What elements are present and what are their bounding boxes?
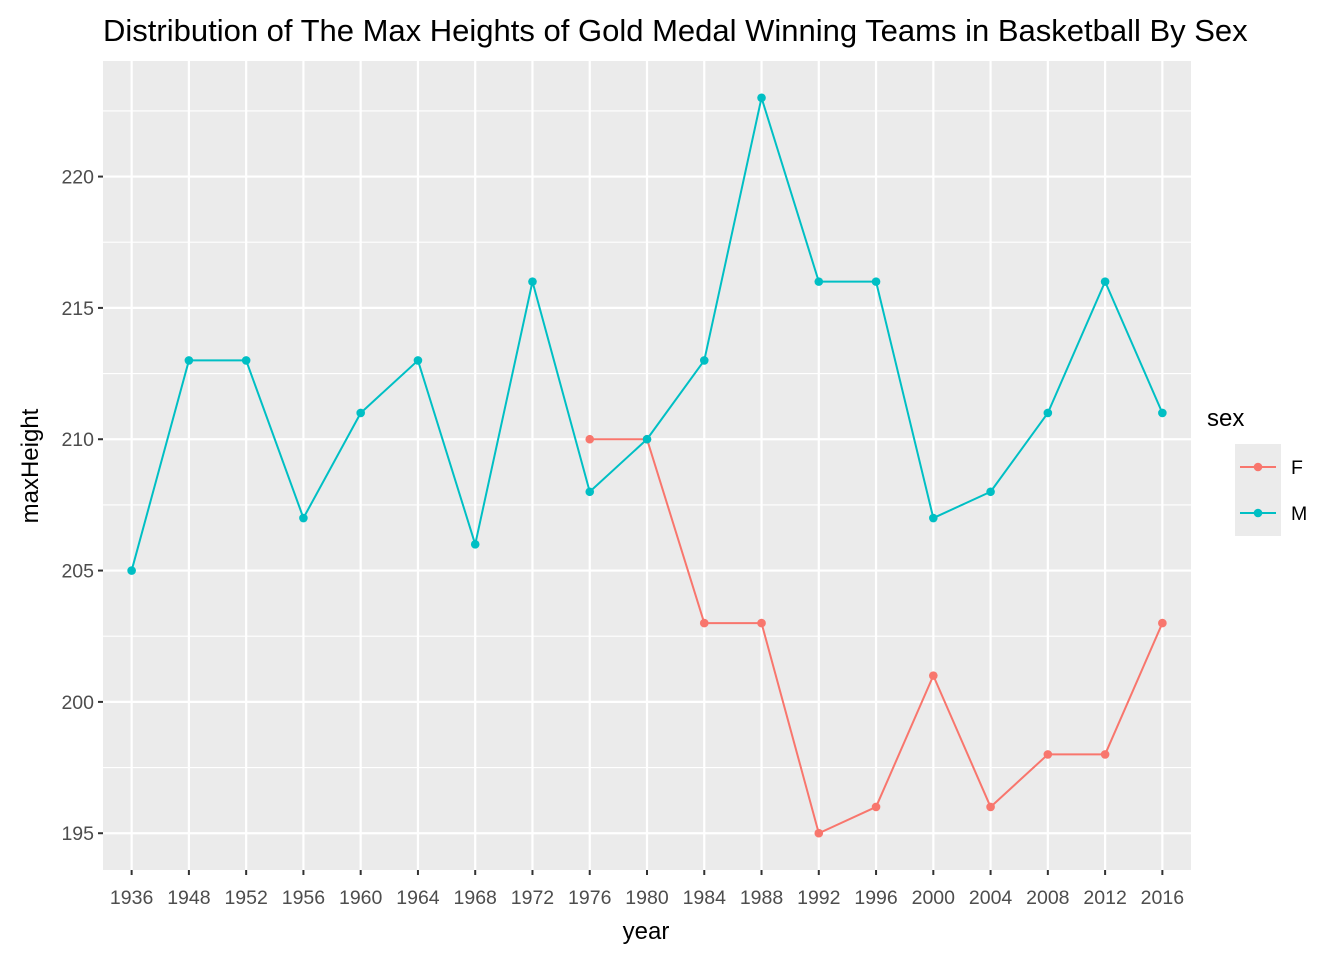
series-layer (127, 93, 1167, 838)
x-tick-label: 1980 (625, 887, 669, 909)
legend-point-f (1253, 462, 1263, 472)
data-point-f (1158, 618, 1167, 628)
legend-label-m: M (1291, 503, 1307, 525)
data-point-f (986, 802, 995, 812)
legend-items: FM (1235, 444, 1307, 536)
data-point-f (757, 618, 766, 628)
data-point-m (356, 408, 365, 418)
y-tick-label: 205 (61, 561, 94, 583)
data-point-m (470, 539, 480, 549)
x-axis: 1936 1948 1952 1956 1960 1964 1968 1972 1976 1980… (110, 870, 1184, 909)
x-tick-label: 1992 (797, 887, 840, 909)
data-point-m (299, 513, 308, 523)
x-tick-label: 1972 (511, 887, 554, 909)
data-point-m (929, 513, 938, 523)
y-tick-label: 195 (61, 823, 94, 845)
data-point-m (241, 356, 251, 365)
legend: sex FM (1207, 405, 1307, 536)
y-tick-label: 200 (61, 692, 94, 714)
x-tick-label: 1936 (110, 887, 153, 909)
y-axis-title: maxHeight (17, 408, 44, 523)
data-point-m (528, 277, 537, 286)
x-tick-label: 1976 (568, 887, 611, 909)
x-tick-label: 1948 (167, 887, 210, 909)
x-tick-label: 1968 (454, 887, 497, 909)
data-point-m (127, 566, 136, 575)
x-tick-label: 1960 (339, 887, 383, 909)
x-tick-label: 1956 (282, 887, 325, 909)
data-point-m (814, 277, 824, 286)
y-axis: 195 200 205 210 215 220 (61, 167, 103, 845)
legend-point-m (1253, 508, 1263, 518)
data-point-f (1043, 750, 1053, 759)
data-point-f (699, 618, 709, 628)
data-point-m (184, 356, 194, 365)
x-tick-label: 1984 (683, 887, 727, 909)
x-tick-label: 2008 (1026, 887, 1069, 909)
data-point-m (757, 93, 766, 103)
data-point-f (1100, 750, 1110, 759)
y-tick-label: 215 (61, 298, 94, 320)
data-point-f (814, 828, 824, 838)
x-tick-label: 2000 (912, 887, 956, 909)
data-point-f (871, 802, 881, 812)
x-tick-label: 1988 (740, 887, 783, 909)
legend-title: sex (1207, 405, 1244, 432)
data-point-m (986, 487, 995, 497)
data-point-m (871, 277, 881, 286)
data-point-m (585, 487, 595, 497)
data-point-f (585, 434, 595, 444)
x-tick-label: 2004 (969, 887, 1013, 909)
y-tick-label: 220 (61, 167, 94, 189)
x-tick-label: 1964 (396, 887, 440, 909)
data-point-m (413, 356, 423, 365)
x-tick-label: 1996 (854, 887, 897, 909)
chart-title: Distribution of The Max Heights of Gold … (103, 13, 1248, 48)
data-point-m (642, 434, 652, 444)
data-point-m (1158, 408, 1167, 418)
data-point-f (929, 671, 938, 680)
data-point-m (1043, 408, 1053, 418)
data-point-m (699, 356, 709, 365)
x-axis-title: year (623, 918, 670, 945)
y-tick-label: 210 (61, 429, 94, 451)
x-tick-label: 1952 (224, 887, 267, 909)
legend-label-f: F (1291, 457, 1303, 479)
x-tick-label: 2016 (1141, 887, 1184, 909)
x-tick-label: 2012 (1083, 887, 1126, 909)
data-point-m (1100, 277, 1110, 286)
